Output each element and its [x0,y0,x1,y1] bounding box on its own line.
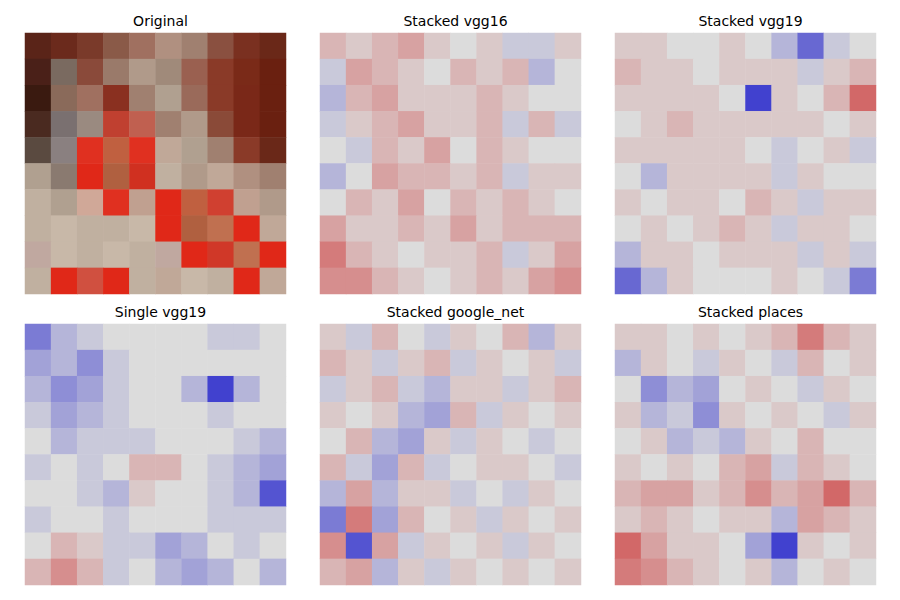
svg-text:Stacked places: Stacked places [698,304,803,320]
svg-text:Single vgg19: Single vgg19 [115,304,206,320]
svg-text:Stacked vgg19: Stacked vgg19 [698,13,802,29]
svg-text:Stacked vgg16: Stacked vgg16 [403,13,507,29]
svg-text:Stacked google_net: Stacked google_net [387,304,525,320]
svg-text:Original: Original [133,13,188,29]
